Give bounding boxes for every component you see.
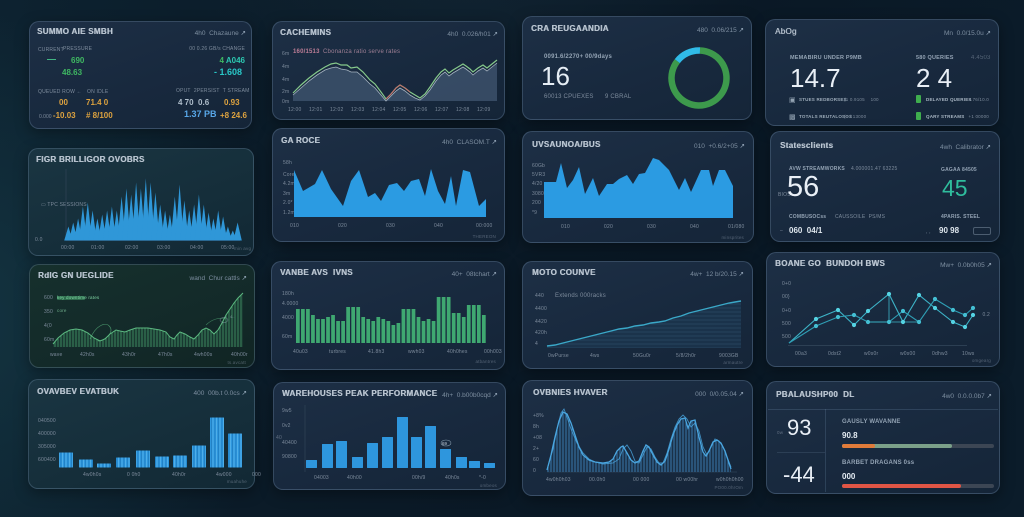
svg-text:69: 69 xyxy=(442,441,448,446)
svg-text:4..: 4.. xyxy=(230,314,234,319)
